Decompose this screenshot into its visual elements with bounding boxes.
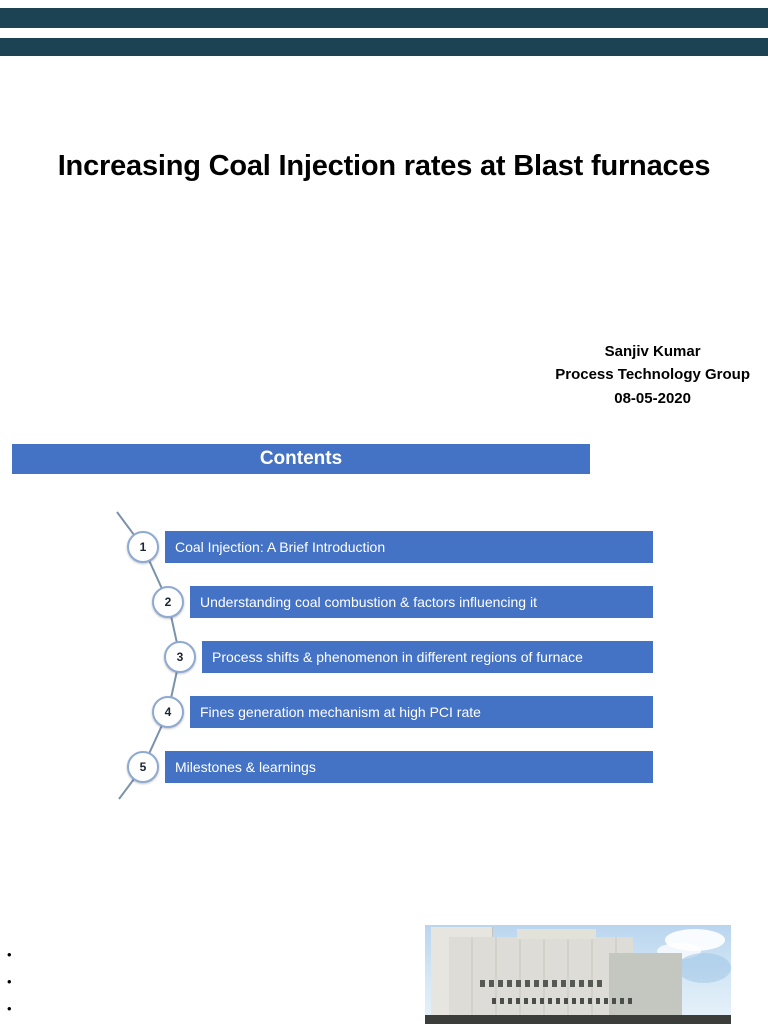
contents-item-number-badge: 3 (164, 641, 196, 673)
contents-item-label: Milestones & learnings (175, 759, 316, 775)
contents-item-number-badge: 4 (152, 696, 184, 728)
contents-heading-banner: Contents (12, 444, 590, 474)
date: 08-05-2020 (614, 389, 691, 407)
contents-item-label: Coal Injection: A Brief Introduction (175, 539, 386, 555)
page-title: Increasing Coal Injection rates at Blast… (57, 150, 711, 182)
building-vents (492, 998, 634, 1005)
top-divider-bar-2 (0, 38, 768, 56)
top-divider-bar-1 (0, 8, 768, 28)
blast-furnace-building-photo (425, 925, 731, 1024)
contents-item-bar: Coal Injection: A Brief Introduction (165, 531, 653, 563)
building-vents (480, 980, 603, 988)
author-name: Sanjiv Kumar (604, 343, 701, 360)
building-main-block (449, 936, 634, 1024)
contents-item-bar: Milestones & learnings (165, 751, 653, 783)
bullet-dot: • (7, 947, 12, 962)
building-annex (608, 952, 683, 1024)
bullet-dot: • (7, 974, 12, 989)
photo-dark-base (425, 1015, 731, 1024)
contents-item-number-badge: 1 (127, 531, 159, 563)
author-group: Process Technology Group (555, 366, 750, 384)
contents-item-bar: Process shifts & phenomenon in different… (202, 641, 653, 673)
sky-patch (677, 953, 731, 983)
building-roof-step (516, 928, 597, 939)
contents-item-bar: Understanding coal combustion & factors … (190, 586, 653, 618)
contents-item-number-badge: 5 (127, 751, 159, 783)
contents-item-number-badge: 2 (152, 586, 184, 618)
contents-item-label: Understanding coal combustion & factors … (200, 594, 537, 610)
contents-item-label: Process shifts & phenomenon in different… (212, 649, 583, 665)
contents-item-bar: Fines generation mechanism at high PCI r… (190, 696, 653, 728)
contents-heading-label: Contents (259, 448, 343, 469)
contents-item-label: Fines generation mechanism at high PCI r… (200, 704, 481, 720)
bullet-dot: • (7, 1001, 12, 1016)
author-block: Sanjiv Kumar Process Technology Group 08… (555, 340, 750, 410)
